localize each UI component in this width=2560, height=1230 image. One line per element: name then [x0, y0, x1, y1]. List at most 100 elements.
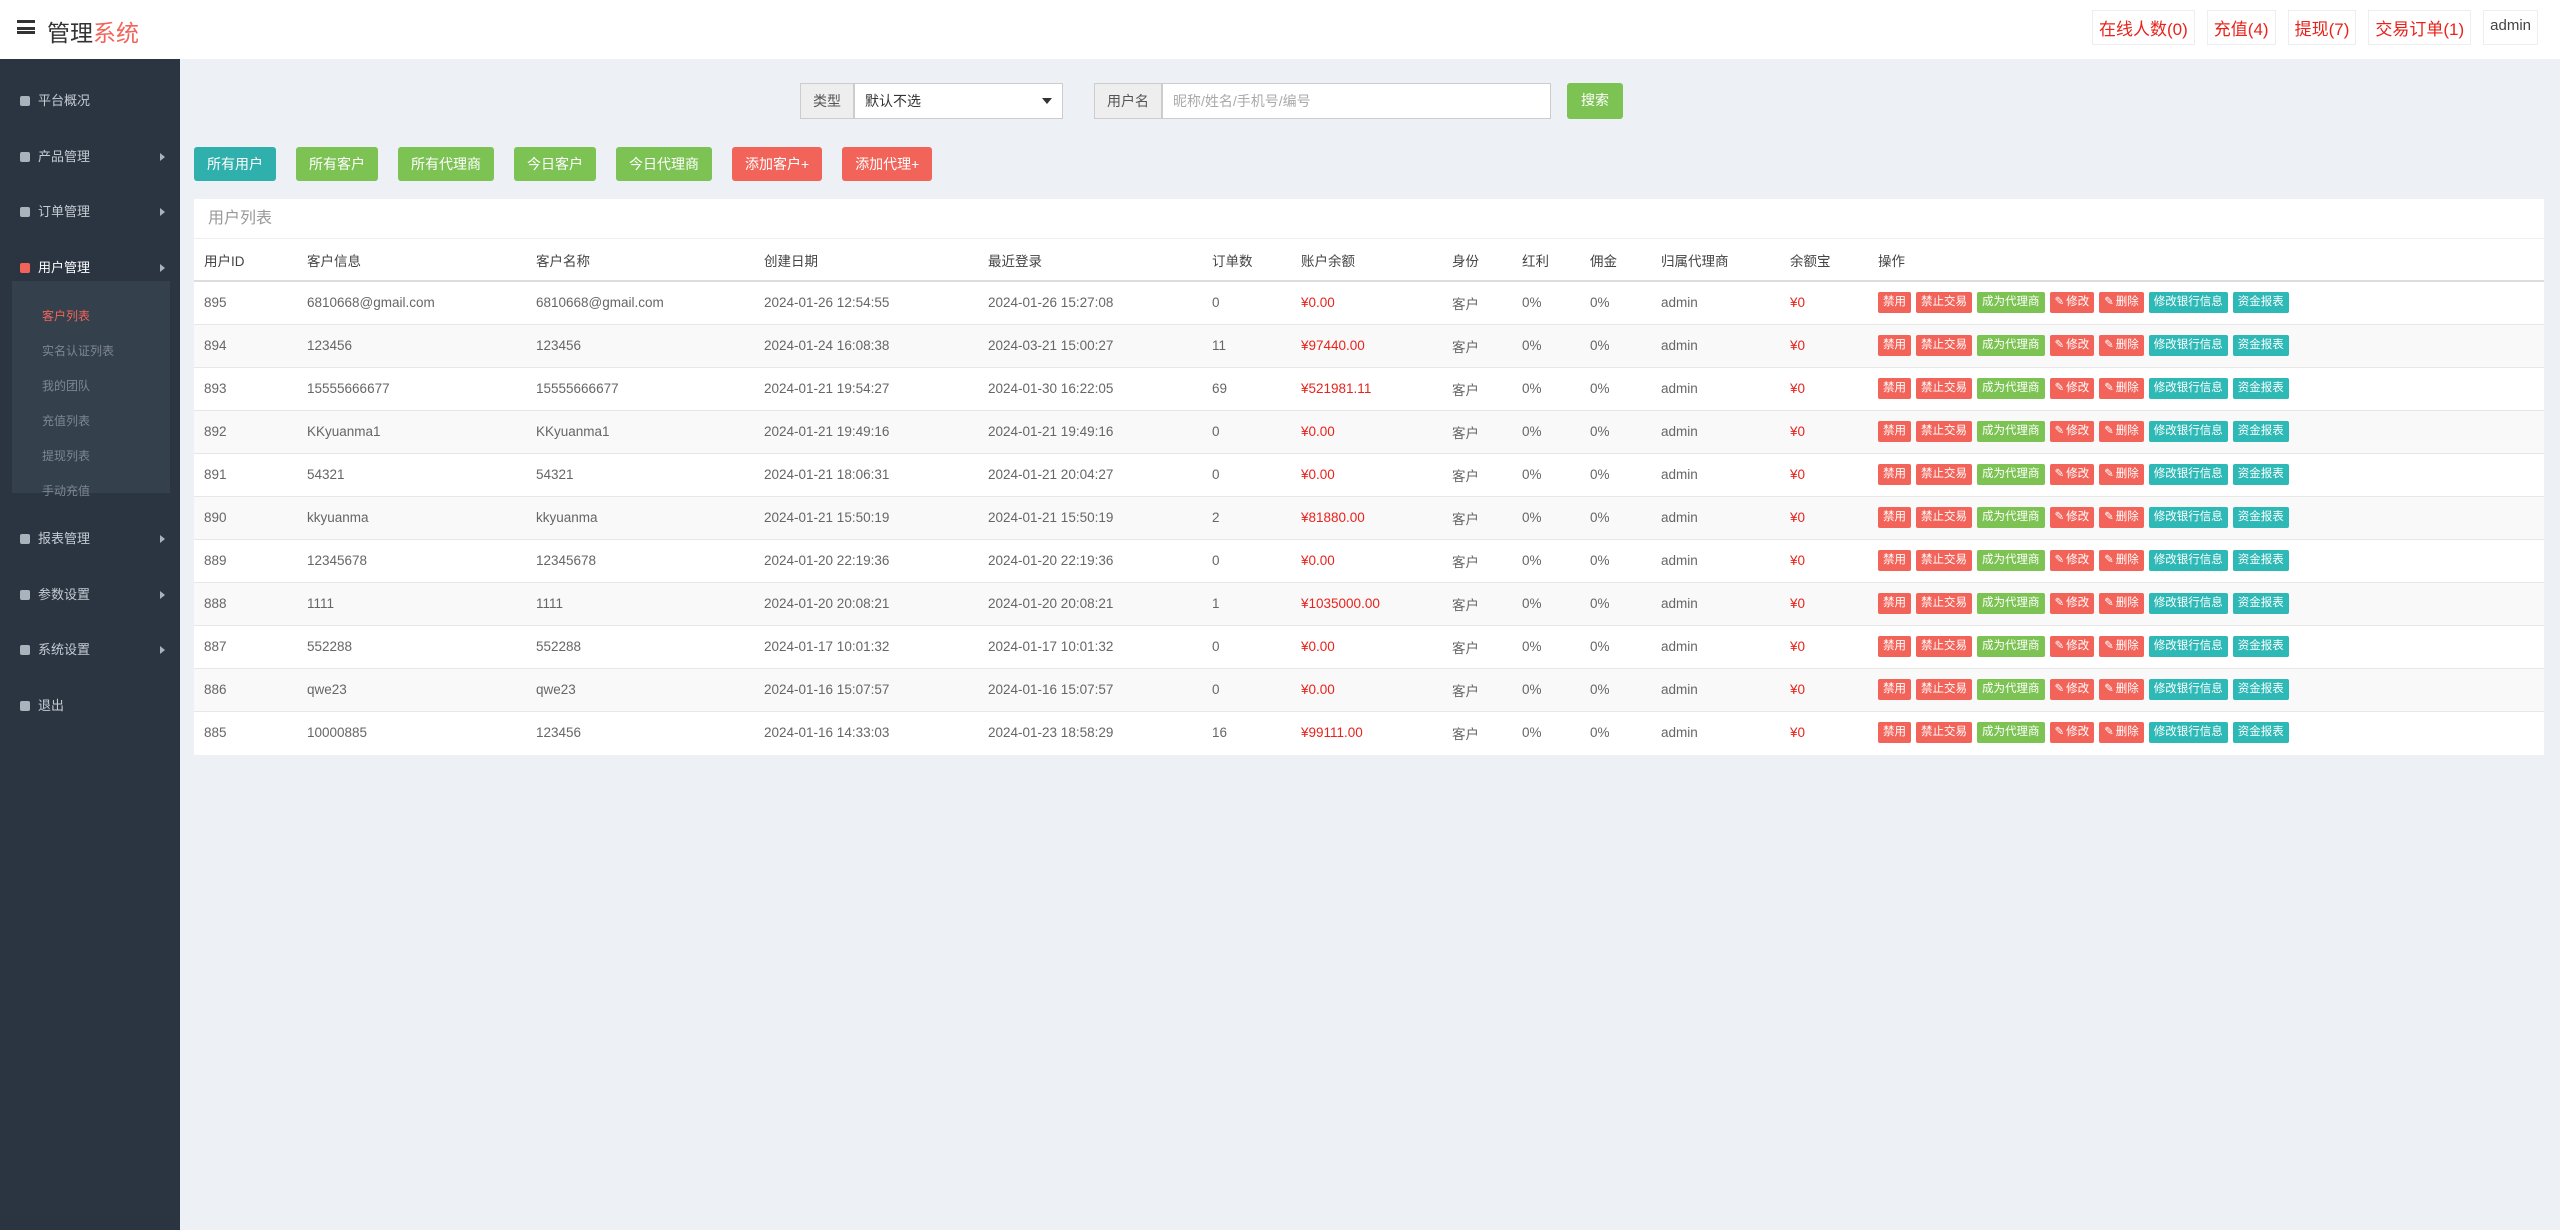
search-button[interactable]: 搜索: [1567, 83, 1623, 119]
submenu-item[interactable]: 实名认证列表: [42, 344, 115, 358]
action-button[interactable]: 删除: [2099, 507, 2144, 528]
action-button[interactable]: 成为代理商: [1977, 378, 2045, 399]
action-button[interactable]: 删除: [2099, 593, 2144, 614]
menu-item[interactable]: 订单管理: [20, 202, 165, 222]
filter-button[interactable]: 所有代理商: [398, 147, 494, 181]
header-link[interactable]: 充值(4): [2206, 10, 2276, 45]
submenu-item[interactable]: 提现列表: [42, 449, 91, 463]
header-link[interactable]: 在线人数(0): [2092, 10, 2195, 45]
action-button[interactable]: 修改: [2049, 550, 2095, 571]
action-button[interactable]: 修改: [2049, 464, 2095, 485]
action-button[interactable]: 资金报表: [2232, 722, 2289, 744]
submenu-item[interactable]: 手动充值: [42, 484, 91, 498]
menu-item[interactable]: 平台概况: [20, 91, 165, 111]
action-button[interactable]: 禁止交易: [1916, 378, 1972, 399]
action-button[interactable]: 禁用: [1878, 550, 1911, 571]
submenu-item[interactable]: 我的团队: [42, 379, 91, 393]
action-button[interactable]: 删除: [2099, 550, 2144, 571]
action-button[interactable]: 修改: [2049, 378, 2095, 399]
action-button[interactable]: 资金报表: [2232, 335, 2289, 356]
action-button[interactable]: 禁用: [1878, 636, 1911, 657]
action-button[interactable]: 禁用: [1878, 722, 1911, 744]
action-button[interactable]: 删除: [2099, 292, 2144, 314]
action-button[interactable]: 修改: [2049, 722, 2095, 744]
action-button[interactable]: 修改: [2049, 507, 2095, 528]
action-button[interactable]: 成为代理商: [1977, 292, 2045, 314]
action-button[interactable]: 修改: [2049, 679, 2095, 700]
action-button[interactable]: 修改: [2049, 636, 2095, 657]
action-button[interactable]: 禁止交易: [1916, 593, 1972, 614]
action-button[interactable]: 修改: [2049, 421, 2095, 442]
menu-item[interactable]: 用户管理: [20, 258, 165, 278]
action-button[interactable]: 修改银行信息: [2148, 550, 2228, 571]
action-button[interactable]: 禁止交易: [1916, 636, 1972, 657]
action-button[interactable]: 资金报表: [2232, 421, 2289, 442]
action-button[interactable]: 修改: [2049, 292, 2095, 314]
action-button[interactable]: 修改银行信息: [2148, 679, 2228, 700]
action-button[interactable]: 禁止交易: [1916, 292, 1972, 314]
menu-toggle[interactable]: [17, 20, 35, 34]
username-input[interactable]: 昵称/姓名/手机号/编号: [1162, 83, 1551, 119]
filter-button[interactable]: 所有客户: [296, 147, 378, 181]
header-link[interactable]: 提现(7): [2287, 10, 2357, 45]
action-button[interactable]: 成为代理商: [1977, 593, 2045, 614]
action-button[interactable]: 删除: [2099, 378, 2144, 399]
action-button[interactable]: 成为代理商: [1977, 679, 2045, 700]
action-button[interactable]: 删除: [2099, 421, 2144, 442]
action-button[interactable]: 修改银行信息: [2148, 421, 2228, 442]
action-button[interactable]: 禁止交易: [1916, 464, 1972, 485]
filter-button[interactable]: 今日客户: [514, 147, 596, 181]
action-button[interactable]: 成为代理商: [1977, 550, 2045, 571]
action-button[interactable]: 禁止交易: [1916, 679, 1972, 700]
action-button[interactable]: 修改银行信息: [2148, 292, 2228, 314]
action-button[interactable]: 修改银行信息: [2148, 593, 2228, 614]
action-button[interactable]: 资金报表: [2232, 679, 2289, 700]
action-button[interactable]: 禁用: [1878, 679, 1911, 700]
action-button[interactable]: 禁止交易: [1916, 335, 1972, 356]
action-button[interactable]: 修改银行信息: [2148, 507, 2228, 528]
action-button[interactable]: 资金报表: [2232, 636, 2289, 657]
action-button[interactable]: 禁用: [1878, 464, 1911, 485]
action-button[interactable]: 修改: [2049, 335, 2095, 356]
filter-button[interactable]: 添加代理+: [842, 147, 933, 181]
action-button[interactable]: 成为代理商: [1977, 464, 2045, 485]
action-button[interactable]: 删除: [2099, 636, 2144, 657]
submenu-item[interactable]: 充值列表: [42, 414, 91, 428]
filter-button[interactable]: 添加客户+: [732, 147, 823, 181]
action-button[interactable]: 资金报表: [2232, 593, 2289, 614]
action-button[interactable]: 禁用: [1878, 292, 1911, 314]
submenu-item[interactable]: 客户列表: [42, 309, 91, 323]
action-button[interactable]: 删除: [2099, 335, 2144, 356]
action-button[interactable]: 修改银行信息: [2148, 464, 2228, 485]
filter-button[interactable]: 所有用户: [194, 147, 276, 181]
action-button[interactable]: 资金报表: [2232, 464, 2289, 485]
action-button[interactable]: 禁用: [1878, 378, 1911, 399]
type-select[interactable]: 默认不选: [854, 83, 1063, 119]
action-button[interactable]: 删除: [2099, 464, 2144, 485]
action-button[interactable]: 删除: [2099, 679, 2144, 700]
action-button[interactable]: 成为代理商: [1977, 507, 2045, 528]
filter-button[interactable]: 今日代理商: [616, 147, 712, 181]
menu-item[interactable]: 产品管理: [20, 147, 165, 167]
menu-item[interactable]: 报表管理: [20, 529, 165, 549]
action-button[interactable]: 成为代理商: [1977, 636, 2045, 657]
user-menu[interactable]: admin: [2483, 10, 2538, 45]
action-button[interactable]: 修改: [2049, 593, 2095, 614]
action-button[interactable]: 禁止交易: [1916, 550, 1972, 571]
menu-item[interactable]: 退出: [20, 696, 165, 716]
action-button[interactable]: 成为代理商: [1977, 335, 2045, 356]
action-button[interactable]: 删除: [2099, 722, 2144, 744]
action-button[interactable]: 禁用: [1878, 593, 1911, 614]
action-button[interactable]: 禁止交易: [1916, 722, 1972, 744]
action-button[interactable]: 禁止交易: [1916, 507, 1972, 528]
action-button[interactable]: 修改银行信息: [2148, 335, 2228, 356]
action-button[interactable]: 禁用: [1878, 335, 1911, 356]
menu-item[interactable]: 系统设置: [20, 640, 165, 660]
action-button[interactable]: 资金报表: [2232, 507, 2289, 528]
header-link[interactable]: 交易订单(1): [2368, 10, 2472, 45]
menu-item[interactable]: 参数设置: [20, 585, 165, 605]
action-button[interactable]: 修改银行信息: [2148, 636, 2228, 657]
action-button[interactable]: 修改银行信息: [2148, 378, 2228, 399]
action-button[interactable]: 资金报表: [2232, 378, 2289, 399]
action-button[interactable]: 资金报表: [2232, 550, 2289, 571]
